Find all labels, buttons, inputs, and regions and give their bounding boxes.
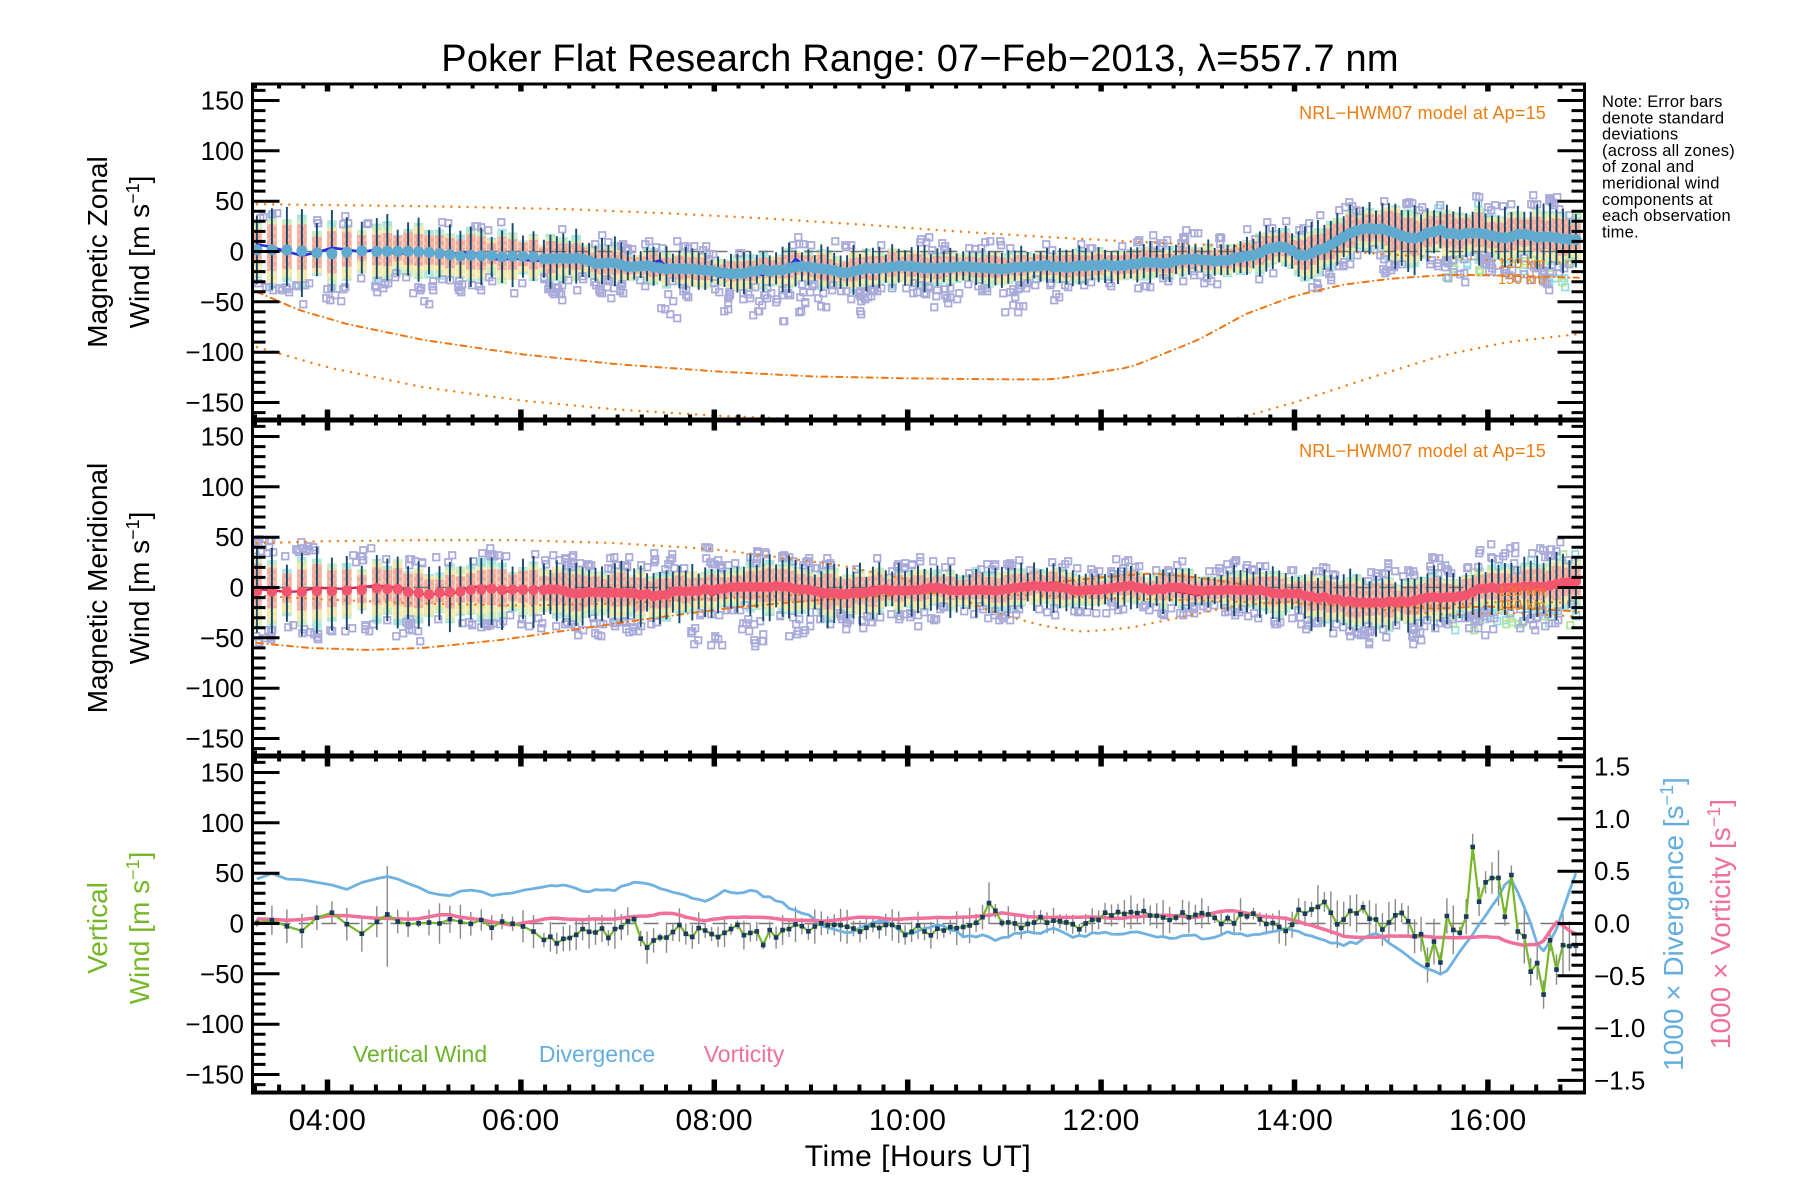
svg-text:Note: Error bars: Note: Error bars bbox=[1602, 93, 1723, 111]
svg-text:−50: −50 bbox=[200, 287, 244, 317]
svg-text:time.: time. bbox=[1602, 223, 1639, 241]
svg-text:−150: −150 bbox=[185, 1060, 244, 1090]
svg-text:50: 50 bbox=[215, 522, 244, 552]
svg-text:denote standard: denote standard bbox=[1602, 109, 1724, 127]
svg-text:NRL−HWM07 model at Ap=15: NRL−HWM07 model at Ap=15 bbox=[1299, 441, 1546, 461]
svg-text:50: 50 bbox=[215, 186, 244, 216]
svg-text:−50: −50 bbox=[200, 959, 244, 989]
svg-text:NRL−HWM07 model at Ap=15: NRL−HWM07 model at Ap=15 bbox=[1299, 103, 1546, 123]
svg-text:Vertical: Vertical bbox=[82, 882, 113, 974]
svg-text:−50: −50 bbox=[200, 623, 244, 653]
svg-text:0.5: 0.5 bbox=[1594, 856, 1630, 886]
svg-text:−100: −100 bbox=[185, 1009, 244, 1039]
svg-text:100: 100 bbox=[201, 808, 244, 838]
svg-text:08:00: 08:00 bbox=[676, 1104, 754, 1137]
svg-text:100: 100 bbox=[201, 472, 244, 502]
svg-text:50: 50 bbox=[215, 858, 244, 888]
svg-text:1000 × Divergence [s−1]: 1000 × Divergence [s−1] bbox=[1657, 777, 1689, 1071]
svg-text:−1.5: −1.5 bbox=[1594, 1065, 1645, 1095]
svg-text:Wind [m s−1]: Wind [m s−1] bbox=[123, 176, 155, 329]
svg-text:150 km: 150 km bbox=[1498, 598, 1546, 614]
svg-text:Vertical Wind: Vertical Wind bbox=[353, 1041, 487, 1067]
svg-text:06:00: 06:00 bbox=[482, 1104, 560, 1137]
svg-text:deviations: deviations bbox=[1602, 126, 1678, 144]
svg-text:1000 × Vorticity [s−1]: 1000 × Vorticity [s−1] bbox=[1704, 799, 1736, 1049]
svg-text:14:00: 14:00 bbox=[1256, 1104, 1334, 1137]
svg-text:0: 0 bbox=[230, 909, 244, 939]
svg-text:of zonal and: of zonal and bbox=[1602, 158, 1694, 176]
svg-text:120 km: 120 km bbox=[1498, 584, 1546, 600]
svg-text:Time [Hours UT]: Time [Hours UT] bbox=[805, 1140, 1031, 1173]
svg-text:Divergence: Divergence bbox=[539, 1041, 655, 1067]
svg-text:1.5: 1.5 bbox=[1594, 752, 1630, 782]
svg-text:12:00: 12:00 bbox=[1062, 1104, 1140, 1137]
svg-text:120 km: 120 km bbox=[1498, 256, 1546, 272]
svg-text:−100: −100 bbox=[185, 673, 244, 703]
svg-text:150: 150 bbox=[201, 757, 244, 787]
svg-text:−150: −150 bbox=[185, 388, 244, 418]
svg-text:−1.0: −1.0 bbox=[1594, 1013, 1645, 1043]
svg-text:04:00: 04:00 bbox=[289, 1104, 367, 1137]
svg-text:(across all zones): (across all zones) bbox=[1602, 142, 1735, 160]
svg-text:Magnetic Zonal: Magnetic Zonal bbox=[82, 156, 113, 347]
svg-text:16:00: 16:00 bbox=[1449, 1104, 1527, 1137]
svg-text:−100: −100 bbox=[185, 337, 244, 367]
svg-text:150: 150 bbox=[201, 421, 244, 451]
svg-text:Wind [m s−1]: Wind [m s−1] bbox=[123, 512, 155, 665]
svg-text:components at: components at bbox=[1602, 191, 1713, 209]
svg-text:150: 150 bbox=[201, 85, 244, 115]
svg-text:0.0: 0.0 bbox=[1594, 909, 1630, 939]
svg-text:−0.5: −0.5 bbox=[1594, 961, 1645, 991]
svg-text:150 km: 150 km bbox=[1498, 272, 1546, 288]
svg-text:10:00: 10:00 bbox=[869, 1104, 947, 1137]
svg-text:Poker Flat Research Range: 07−: Poker Flat Research Range: 07−Feb−2013, … bbox=[441, 38, 1398, 80]
svg-text:0: 0 bbox=[230, 237, 244, 267]
svg-text:100: 100 bbox=[201, 136, 244, 166]
svg-text:each observation: each observation bbox=[1602, 207, 1731, 225]
svg-text:meridional wind: meridional wind bbox=[1602, 175, 1720, 193]
svg-text:−150: −150 bbox=[185, 724, 244, 754]
svg-text:1.0: 1.0 bbox=[1594, 804, 1630, 834]
svg-text:Vorticity: Vorticity bbox=[704, 1041, 785, 1067]
svg-text:Magnetic Meridional: Magnetic Meridional bbox=[82, 463, 113, 714]
svg-text:0: 0 bbox=[230, 573, 244, 603]
